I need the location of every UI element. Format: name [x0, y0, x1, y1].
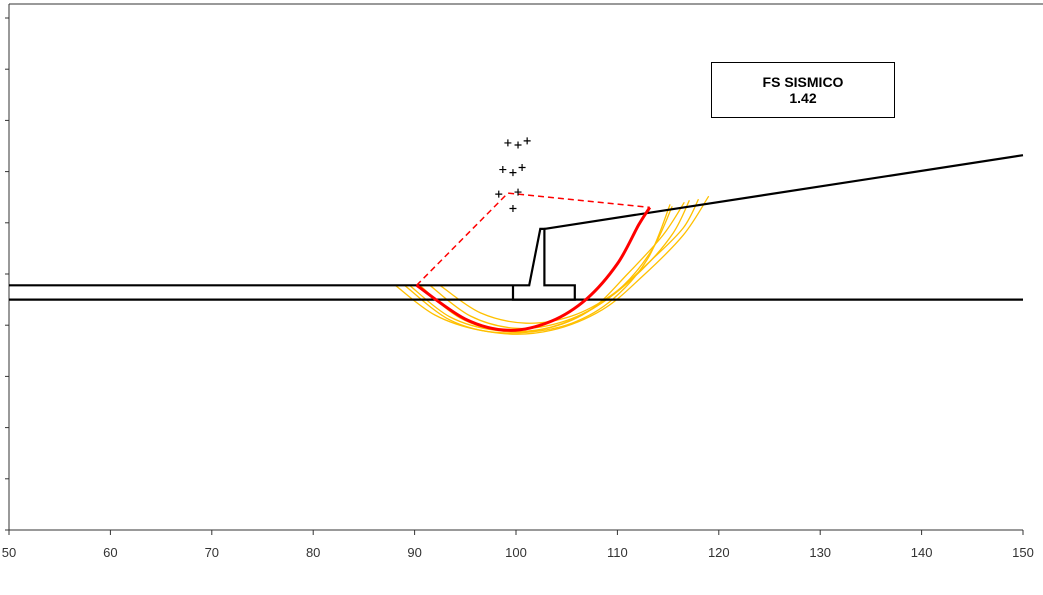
- y-tick-marks: [5, 17, 9, 531]
- safety-factor-box: FS SISMICO 1.42: [711, 62, 895, 118]
- trial-center-marker: [514, 141, 522, 149]
- trial-center-marker: [518, 164, 526, 172]
- trial-center-marker: [509, 169, 517, 177]
- slope-geometry: [9, 154, 1024, 301]
- trial-slip-surface: [404, 195, 710, 335]
- trial-center-marker: [514, 188, 522, 196]
- trial-surfaces: [394, 195, 710, 335]
- x-tick-label: 70: [205, 545, 219, 560]
- trial-slip-surface: [394, 204, 671, 334]
- trial-center-marker: [499, 166, 507, 174]
- x-tick-labels: 50 60 70 80 90 100 110 120 130 140 150: [2, 545, 1034, 560]
- critical-slip-surface: [415, 206, 652, 332]
- critical-radius-line: [416, 192, 650, 286]
- geometry-line: [9, 227, 576, 301]
- x-tick-label: 140: [911, 545, 933, 560]
- critical-radius-lines: [416, 192, 650, 286]
- critical-surface: [415, 206, 652, 332]
- x-tick-label: 110: [607, 545, 628, 560]
- trial-slip-surface: [439, 198, 700, 324]
- x-tick-label: 90: [407, 545, 421, 560]
- x-tick-label: 60: [103, 545, 117, 560]
- x-tick-label: 50: [2, 545, 16, 560]
- x-tick-label: 150: [1012, 545, 1034, 560]
- safety-factor-value: 1.42: [789, 90, 817, 106]
- safety-factor-title: FS SISMICO: [762, 74, 844, 90]
- x-tick-label: 130: [809, 545, 831, 560]
- x-tick-label: 100: [505, 545, 527, 560]
- trial-center-marker: [523, 137, 531, 145]
- trial-center-marker: [509, 204, 517, 212]
- trial-slip-surface: [429, 200, 690, 330]
- trial-center-marker: [504, 139, 512, 147]
- x-tick-marks: [8, 530, 1024, 535]
- x-tick-label: 80: [306, 545, 320, 560]
- x-tick-label: 120: [708, 545, 730, 560]
- trial-centers: [495, 137, 531, 212]
- trial-center-marker: [495, 190, 503, 198]
- geometry-line: [544, 154, 1024, 230]
